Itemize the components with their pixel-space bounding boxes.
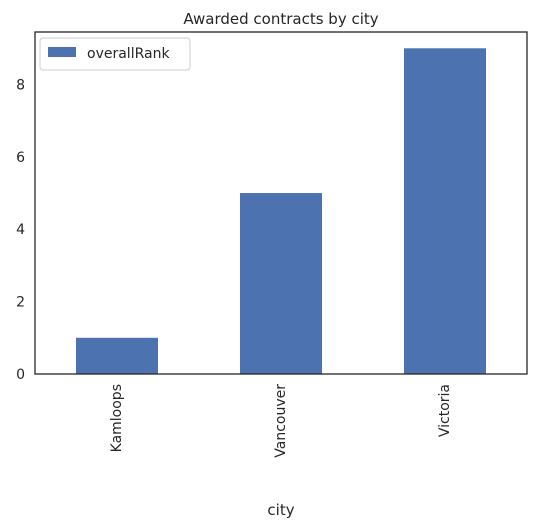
x-axis-ticks: Kamloops Vancouver Victoria: [109, 384, 453, 458]
legend-swatch: [48, 47, 76, 57]
legend-box: [39, 37, 191, 71]
legend: overallRank: [39, 37, 191, 71]
bar-vancouver: [240, 193, 322, 374]
chart-title: Awarded contracts by city: [183, 10, 378, 28]
bar-victoria: [404, 48, 486, 375]
x-tick-label: Victoria: [437, 384, 453, 437]
y-axis-ticks: 0 2 4 6 8: [16, 77, 25, 383]
bar-kamloops: [76, 337, 158, 374]
bars-group: [76, 48, 486, 375]
y-tick-label: 6: [16, 150, 25, 166]
x-tick-label: Vancouver: [273, 384, 289, 458]
x-tick-label: Kamloops: [109, 384, 125, 452]
legend-label: overallRank: [87, 46, 170, 62]
y-tick-label: 4: [16, 222, 25, 238]
y-tick-label: 0: [16, 367, 25, 383]
y-tick-label: 2: [16, 295, 25, 311]
plot-frame: [34, 31, 528, 375]
y-tick-label: 8: [16, 77, 25, 93]
x-axis-label: city: [267, 501, 294, 519]
